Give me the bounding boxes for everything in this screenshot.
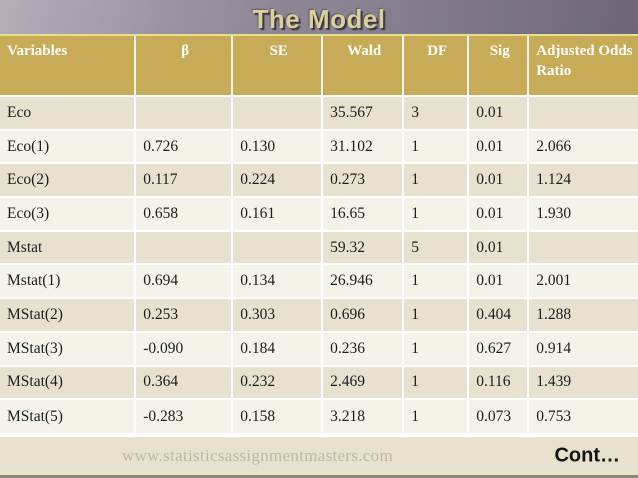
table-cell: 3 [402,95,469,130]
table-row: MStat(3) -0.090 0.184 0.236 1 0.627 0.914 [0,330,638,366]
table-cell: 0.627 [467,330,529,366]
table-cell: 0.117 [134,162,233,198]
table-cell [527,229,638,265]
table-cell: 0.696 [321,297,404,332]
table-cell: 0.404 [467,297,529,332]
table-cell: 0.158 [231,398,323,433]
table-cell: 0.073 [467,398,529,433]
table-cell: -0.090 [134,330,233,366]
table-cell: 35.567 [321,95,404,130]
header-cell: Variables [0,34,136,96]
table-row: Eco(3) 0.658 0.161 16.65 1 0.01 1.930 [0,196,638,231]
table-cell [231,95,323,130]
header-row: Variables β SE Wald DF Sig Adjusted Odds Ratio [0,34,638,96]
table-row: Mstat 59.32 5 0.01 [0,229,638,265]
table-cell: 1 [402,263,469,299]
table-cell: 1 [402,128,469,164]
table-cell: 2.469 [321,364,404,400]
table-cell: 2.066 [527,128,638,164]
table-cell: 1.930 [527,196,638,231]
results-table: Variables β SE Wald DF Sig Adjusted Odds Ratio… [0,34,638,433]
table-cell: 3.218 [321,398,404,433]
table-cell: 0.161 [231,196,323,231]
watermark-url: www.statisticsassignmentmasters.com [122,446,393,465]
table-cell: 0.01 [467,229,529,265]
table-cell [134,95,233,130]
table-cell: 0.694 [134,263,233,299]
table-cell: 0.914 [527,330,638,366]
header-cell: Sig [467,34,529,96]
table-cell: Eco(2) [0,162,136,198]
table-cell: Mstat(1) [0,263,136,299]
table-cell: 0.303 [231,297,323,332]
footer-bar: www.statisticsassignmentmasters.com Cont… [0,437,638,478]
table-cell: Eco [0,95,136,130]
table-cell: 0.01 [467,263,529,299]
header-cell: Adjusted Odds Ratio [527,34,638,96]
title-bar: The Model [0,0,638,34]
table-cell: 1 [402,330,469,366]
table-cell: 0.726 [134,128,233,164]
table-row: MStat(5) -0.283 0.158 3.218 1 0.073 0.753 [0,398,638,433]
table-cell: MStat(3) [0,330,136,366]
table-cell: Mstat [0,229,136,265]
table-cell [527,95,638,130]
continuation-label: Cont… [554,444,620,467]
header-cell: SE [231,34,323,96]
table-cell: 1.288 [527,297,638,332]
table-row: MStat(2) 0.253 0.303 0.696 1 0.404 1.288 [0,297,638,332]
table-cell: 0.364 [134,364,233,400]
table-cell: 5 [402,229,469,265]
table-row: Eco(2) 0.117 0.224 0.273 1 0.01 1.124 [0,162,638,198]
table-cell: 0.753 [527,398,638,433]
header-cell: β [134,34,233,96]
table-cell: 1 [402,162,469,198]
table-cell: 1 [402,297,469,332]
table-cell: 0.658 [134,196,233,231]
table-cell [134,229,233,265]
table-cell: MStat(4) [0,364,136,400]
table-cell: 0.116 [467,364,529,400]
table-row: Eco 35.567 3 0.01 [0,95,638,130]
table-cell: 0.01 [467,196,529,231]
table-cell: Eco(1) [0,128,136,164]
header-cell: Wald [321,34,404,96]
table-cell: 0.01 [467,162,529,198]
table-body: Eco 35.567 3 0.01 Eco(1) 0.726 0.130 31.102 1 0.0… [0,95,638,433]
table-cell: 0.184 [231,330,323,366]
table-cell: 2.001 [527,263,638,299]
table-cell: 0.253 [134,297,233,332]
table-cell: 59.32 [321,229,404,265]
table-cell: 0.232 [231,364,323,400]
table-header: Variables β SE Wald DF Sig Adjusted Odds Ratio [0,34,638,96]
table-row: MStat(4) 0.364 0.232 2.469 1 0.116 1.439 [0,364,638,400]
table-row: Eco(1) 0.726 0.130 31.102 1 0.01 2.066 [0,128,638,164]
table-cell: 16.65 [321,196,404,231]
table-cell: 0.236 [321,330,404,366]
page-title: The Model [252,4,386,34]
table-cell: 1.124 [527,162,638,198]
table-cell: MStat(5) [0,398,136,433]
table-cell: 1 [402,398,469,433]
table-cell: 0.134 [231,263,323,299]
table-cell: Eco(3) [0,196,136,231]
table-cell [231,229,323,265]
table-cell: 26.946 [321,263,404,299]
table-cell: 1 [402,196,469,231]
table-cell: 1 [402,364,469,400]
table-cell: 0.224 [231,162,323,198]
table-cell: MStat(2) [0,297,136,332]
table-cell: 31.102 [321,128,404,164]
table-cell: 0.130 [231,128,323,164]
table-cell: 1.439 [527,364,638,400]
table-cell: 0.273 [321,162,404,198]
table-cell: 0.01 [467,128,529,164]
header-cell: DF [402,34,469,96]
table-cell: 0.01 [467,95,529,130]
table-cell: -0.283 [134,398,233,433]
table-row: Mstat(1) 0.694 0.134 26.946 1 0.01 2.001 [0,263,638,299]
